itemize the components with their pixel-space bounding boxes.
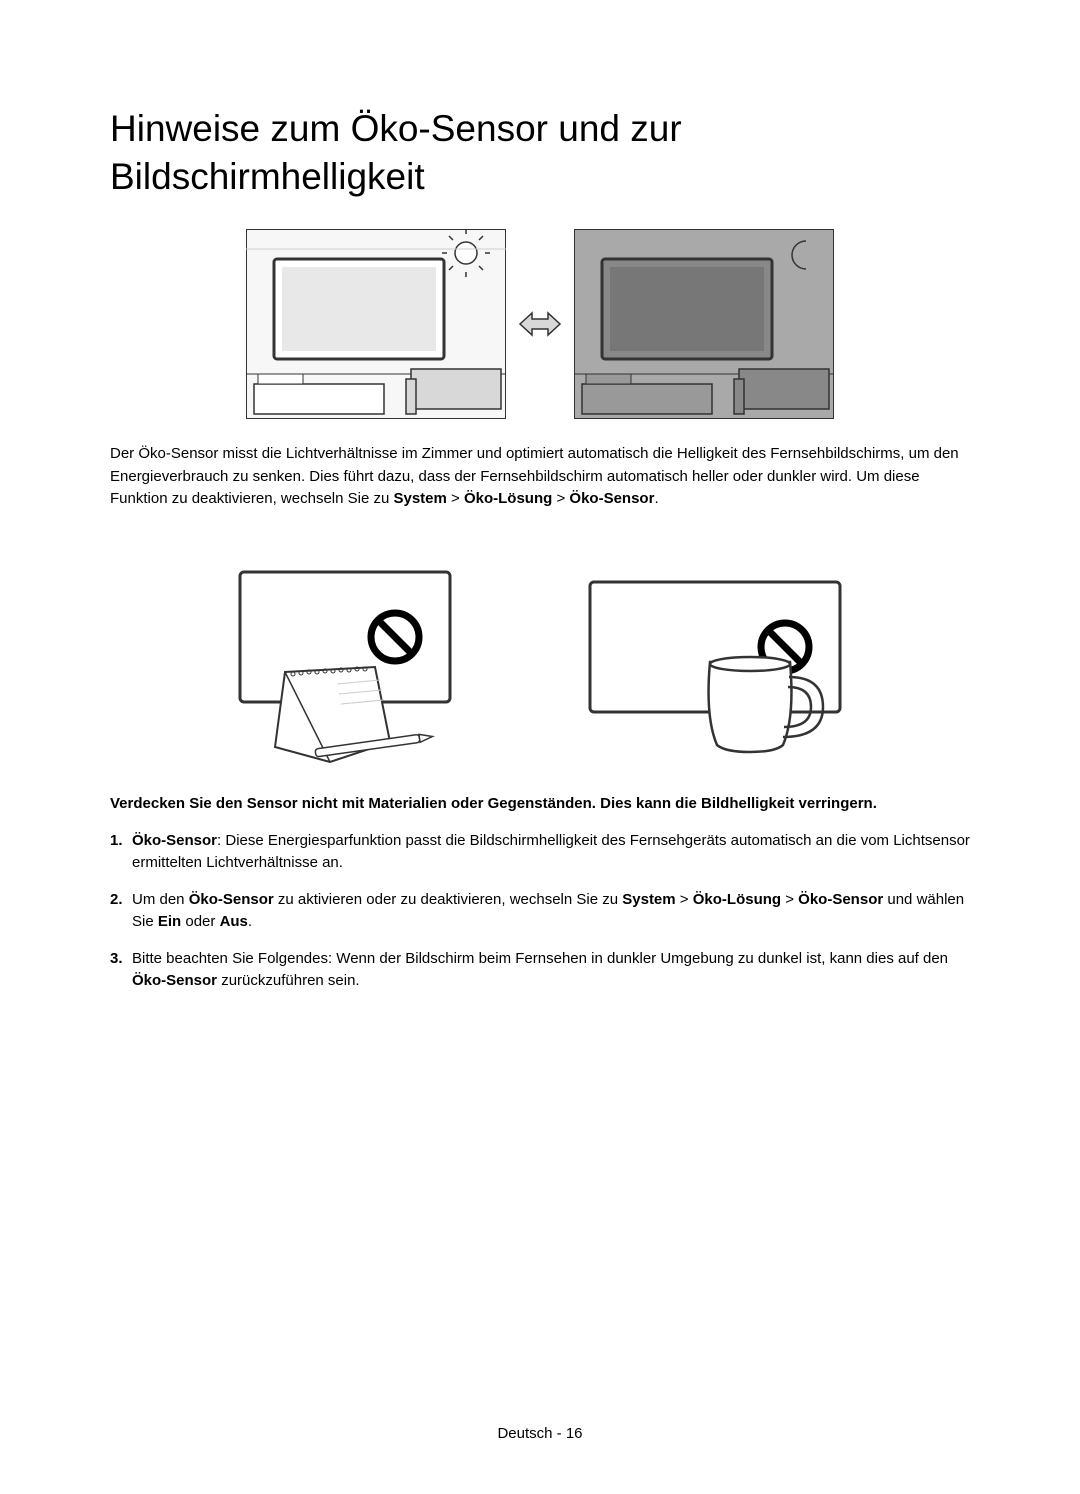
illustration-room-night (574, 229, 834, 419)
list-item: Bitte beachten Sie Folgendes: Wenn der B… (132, 948, 970, 993)
instructions-list: Öko-Sensor: Diese Energiesparfunktion pa… (110, 830, 970, 993)
list-item: Um den Öko-Sensor zu aktivieren oder zu … (132, 889, 970, 934)
intro-paragraph: Der Öko-Sensor misst die Lichtverhältnis… (110, 443, 970, 511)
illustration-notepad-block (235, 567, 455, 767)
illustration-block-sensor (170, 567, 910, 767)
illustration-brightness-compare (110, 229, 970, 419)
page-title: Hinweise zum Öko-Sensor und zur Bildschi… (110, 105, 970, 201)
illustration-mug-block (585, 577, 845, 757)
illustration-room-day (246, 229, 506, 419)
list-item: Öko-Sensor: Diese Energiesparfunktion pa… (132, 830, 970, 875)
page-footer: Deutsch - 16 (0, 1425, 1080, 1442)
warning-text: Verdecken Sie den Sensor nicht mit Mater… (110, 795, 970, 812)
compare-arrow-icon (518, 309, 562, 339)
